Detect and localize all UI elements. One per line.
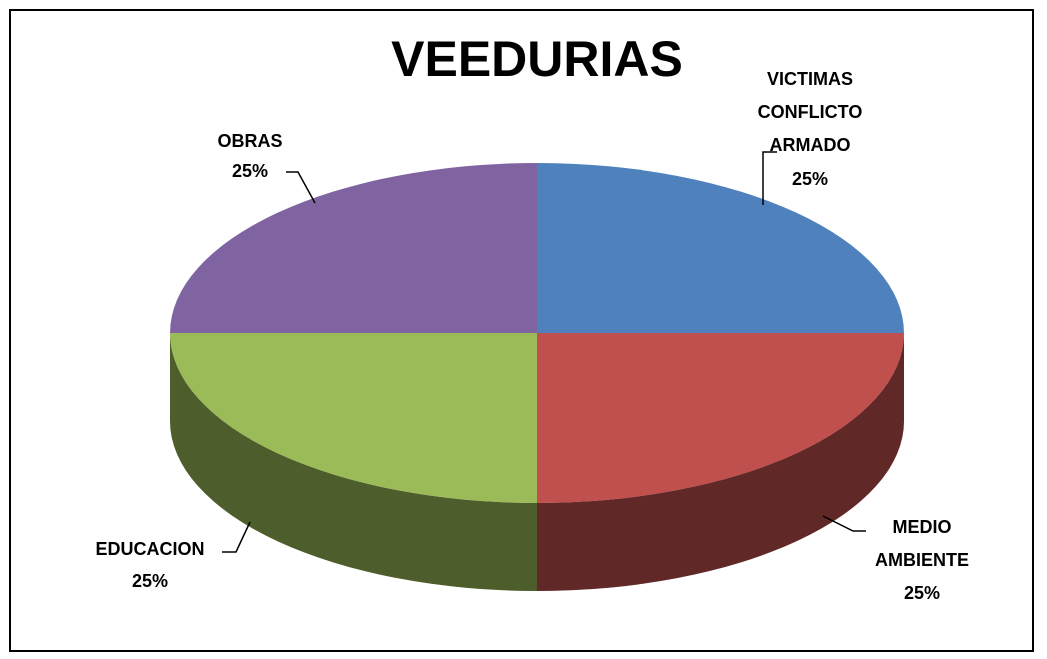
slice (170, 333, 537, 503)
slice-value-label: 25% (903, 583, 941, 603)
slice (537, 163, 904, 333)
leader-line (762, 151, 777, 205)
pie (170, 163, 904, 591)
slice (537, 333, 904, 503)
slice (170, 163, 537, 333)
leader-lines (222, 151, 866, 553)
slice-label: OBRAS (217, 131, 283, 151)
slice-value-label: 25% (131, 571, 169, 591)
leader-line (222, 521, 251, 553)
slice-side-shade (170, 333, 537, 591)
slice-side-shade (537, 333, 904, 591)
slice-label: MEDIO AMBIENTE (875, 517, 969, 570)
slice-value-label: 25% (231, 161, 269, 181)
slice-value-label: 25% (791, 169, 829, 189)
leader-line (822, 515, 866, 532)
chart-title: VEEDURIAS (391, 31, 683, 87)
slice-label: VICTIMAS CONFLICTO ARMADO (757, 69, 863, 155)
slice-label: EDUCACION (95, 539, 205, 559)
chart-frame (9, 9, 1034, 652)
leader-line (286, 171, 316, 204)
